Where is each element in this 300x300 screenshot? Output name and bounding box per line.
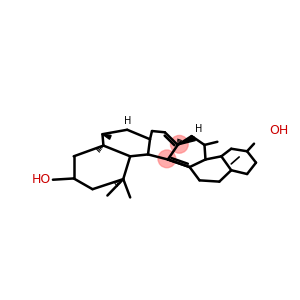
Polygon shape (102, 134, 111, 139)
Circle shape (158, 150, 176, 168)
Circle shape (170, 136, 188, 153)
Polygon shape (178, 137, 195, 145)
Text: OH: OH (269, 124, 289, 137)
Text: H: H (195, 124, 203, 134)
Text: HO: HO (32, 172, 51, 186)
Text: H: H (124, 116, 131, 126)
